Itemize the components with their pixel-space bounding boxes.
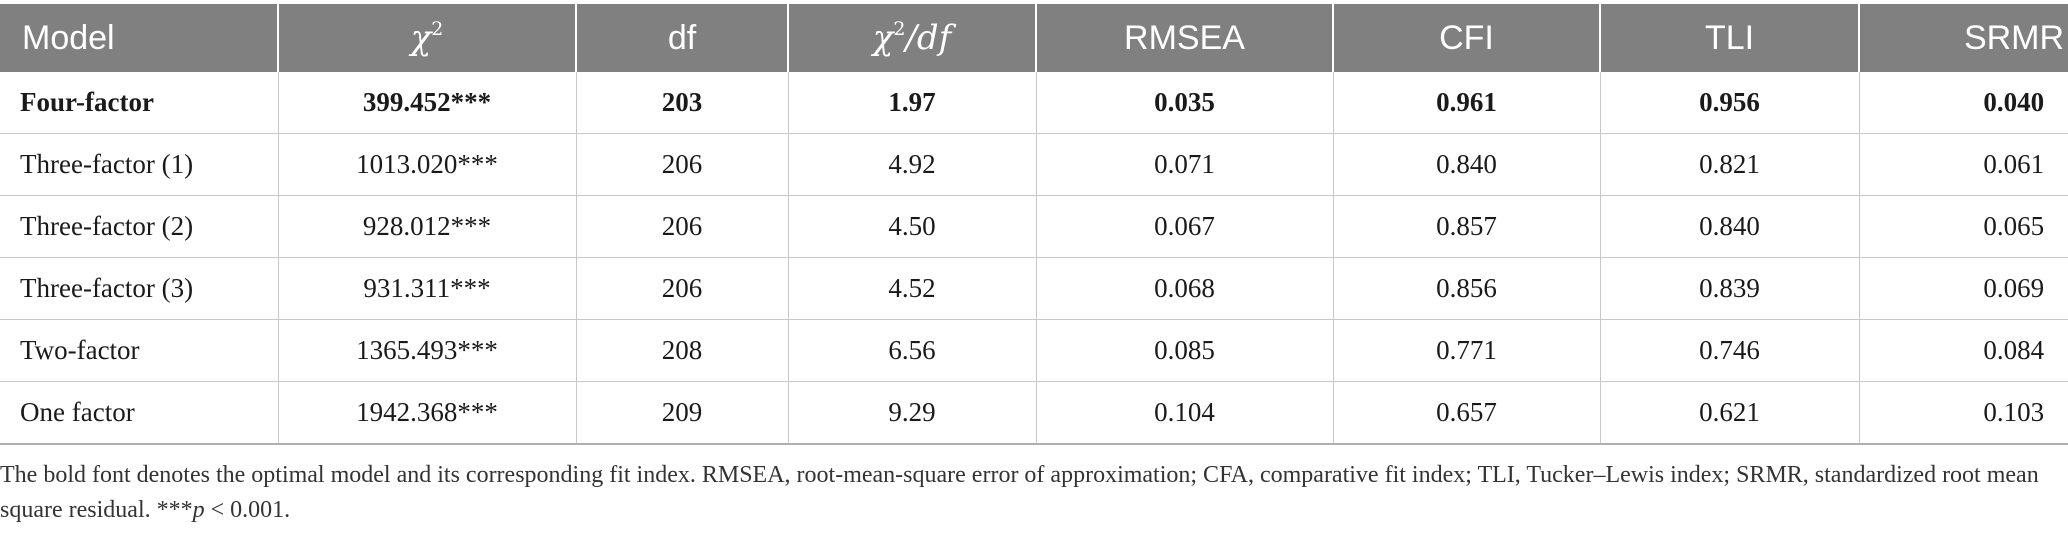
cell-model: One factor bbox=[0, 381, 279, 445]
cell-chi-square: 399.452*** bbox=[278, 72, 577, 134]
table-row: Three-factor (3) 931.311*** 206 4.52 0.0… bbox=[0, 257, 2068, 320]
cell-rmsea: 0.071 bbox=[1036, 133, 1334, 196]
cell-model: Four-factor bbox=[0, 72, 279, 134]
cell-df: 209 bbox=[576, 381, 789, 445]
cell-rmsea: 0.067 bbox=[1036, 195, 1334, 258]
cell-rmsea: 0.035 bbox=[1036, 72, 1334, 134]
header-chidf-symbol: χ bbox=[872, 18, 894, 58]
cell-srmr: 0.065 bbox=[1859, 195, 2068, 258]
cell-model: Two-factor bbox=[0, 319, 279, 382]
table-body: Four-factor 399.452*** 203 1.97 0.035 0.… bbox=[0, 72, 2068, 445]
cell-cfi: 0.856 bbox=[1333, 257, 1601, 320]
cell-srmr: 0.061 bbox=[1859, 133, 2068, 196]
table-row: Two-factor 1365.493*** 208 6.56 0.085 0.… bbox=[0, 319, 2068, 382]
cell-cfi: 0.771 bbox=[1333, 319, 1601, 382]
table-header: Model χ2 df χ2/df RMSEA CFI TLI SRMR bbox=[0, 4, 2068, 72]
cell-cfi: 0.961 bbox=[1333, 72, 1601, 134]
header-chi-square-per-df: χ2/df bbox=[788, 4, 1037, 72]
header-cfi: CFI bbox=[1333, 4, 1601, 72]
cell-srmr: 0.040 bbox=[1859, 72, 2068, 134]
cell-chi-square-per-df: 6.56 bbox=[788, 319, 1037, 382]
header-df: df bbox=[576, 4, 789, 72]
cell-df: 206 bbox=[576, 195, 789, 258]
header-rmsea: RMSEA bbox=[1036, 4, 1334, 72]
fit-index-table-container: Model χ2 df χ2/df RMSEA CFI TLI SRMR Fou… bbox=[0, 4, 2068, 445]
cell-rmsea: 0.104 bbox=[1036, 381, 1334, 445]
footnote-text: The bold font denotes the optimal model … bbox=[0, 462, 2039, 523]
cell-chi-square-per-df: 9.29 bbox=[788, 381, 1037, 445]
cell-rmsea: 0.068 bbox=[1036, 257, 1334, 320]
cell-chi-square-per-df: 4.52 bbox=[788, 257, 1037, 320]
cell-model: Three-factor (1) bbox=[0, 133, 279, 196]
header-chi-superscript: 2 bbox=[431, 17, 444, 40]
footnote-p-threshold: < 0.001. bbox=[204, 497, 291, 523]
cell-tli: 0.956 bbox=[1600, 72, 1860, 134]
cell-tli: 0.840 bbox=[1600, 195, 1860, 258]
cell-tli: 0.839 bbox=[1600, 257, 1860, 320]
header-chi-symbol: χ bbox=[410, 18, 432, 58]
footnote-p-symbol: p bbox=[192, 497, 205, 523]
cell-cfi: 0.840 bbox=[1333, 133, 1601, 196]
cell-df: 206 bbox=[576, 257, 789, 320]
cell-rmsea: 0.085 bbox=[1036, 319, 1334, 382]
table-row: Three-factor (1) 1013.020*** 206 4.92 0.… bbox=[0, 133, 2068, 196]
header-tli: TLI bbox=[1600, 4, 1860, 72]
header-chidf-superscript: 2 bbox=[893, 17, 906, 40]
table-footnote: The bold font denotes the optimal model … bbox=[0, 458, 2050, 528]
cell-model: Three-factor (3) bbox=[0, 257, 279, 320]
cell-df: 208 bbox=[576, 319, 789, 382]
cell-tli: 0.746 bbox=[1600, 319, 1860, 382]
cell-model: Three-factor (2) bbox=[0, 195, 279, 258]
header-row: Model χ2 df χ2/df RMSEA CFI TLI SRMR bbox=[0, 4, 2068, 72]
cell-tli: 0.621 bbox=[1600, 381, 1860, 445]
table-row: One factor 1942.368*** 209 9.29 0.104 0.… bbox=[0, 381, 2068, 445]
cell-cfi: 0.857 bbox=[1333, 195, 1601, 258]
cell-chi-square-per-df: 4.50 bbox=[788, 195, 1037, 258]
cell-chi-square: 1942.368*** bbox=[278, 381, 577, 445]
cell-df: 206 bbox=[576, 133, 789, 196]
cell-df: 203 bbox=[576, 72, 789, 134]
cell-chi-square: 1013.020*** bbox=[278, 133, 577, 196]
cell-chi-square: 1365.493*** bbox=[278, 319, 577, 382]
header-chi-square: χ2 bbox=[278, 4, 577, 72]
header-model: Model bbox=[0, 4, 279, 72]
cell-chi-square-per-df: 4.92 bbox=[788, 133, 1037, 196]
header-srmr: SRMR bbox=[1859, 4, 2068, 72]
cell-cfi: 0.657 bbox=[1333, 381, 1601, 445]
cell-srmr: 0.069 bbox=[1859, 257, 2068, 320]
cell-srmr: 0.103 bbox=[1859, 381, 2068, 445]
table-row: Four-factor 399.452*** 203 1.97 0.035 0.… bbox=[0, 72, 2068, 134]
cell-srmr: 0.084 bbox=[1859, 319, 2068, 382]
cell-chi-square-per-df: 1.97 bbox=[788, 72, 1037, 134]
cell-tli: 0.821 bbox=[1600, 133, 1860, 196]
fit-index-table: Model χ2 df χ2/df RMSEA CFI TLI SRMR Fou… bbox=[0, 4, 2068, 445]
cell-chi-square: 931.311*** bbox=[278, 257, 577, 320]
table-row: Three-factor (2) 928.012*** 206 4.50 0.0… bbox=[0, 195, 2068, 258]
header-chidf-rest: /df bbox=[905, 18, 952, 58]
cell-chi-square: 928.012*** bbox=[278, 195, 577, 258]
